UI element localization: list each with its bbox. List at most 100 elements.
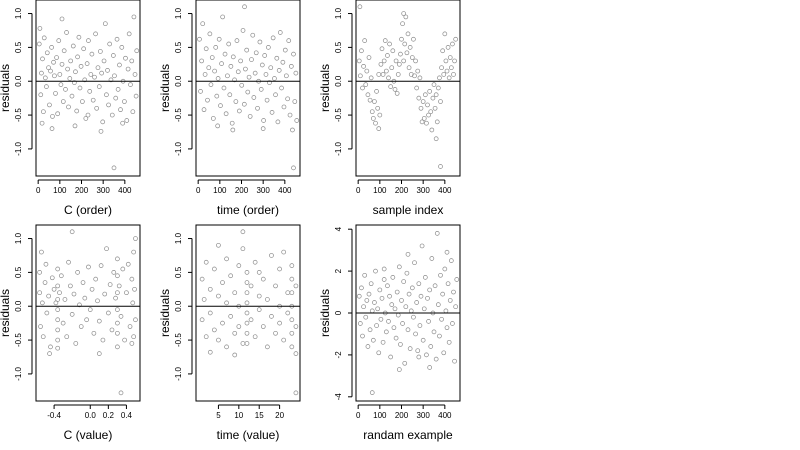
- data-point: [387, 293, 392, 299]
- data-point: [71, 80, 77, 85]
- data-point: [57, 72, 63, 77]
- data-point: [286, 38, 292, 43]
- data-point: [289, 330, 295, 336]
- data-point: [293, 324, 299, 329]
- data-point: [390, 48, 396, 54]
- data-point: [238, 58, 243, 64]
- data-point: [244, 47, 250, 53]
- data-point: [222, 51, 228, 57]
- data-point: [364, 298, 370, 303]
- data-point: [62, 297, 68, 302]
- x-axis-title: randam example: [363, 428, 453, 442]
- data-point: [118, 107, 123, 113]
- data-point: [445, 45, 451, 50]
- data-point: [433, 92, 439, 98]
- data-point: [405, 327, 411, 333]
- data-point: [44, 50, 50, 56]
- data-point: [411, 314, 416, 320]
- data-point: [221, 85, 227, 91]
- y-tick-label: -2: [334, 351, 343, 359]
- plot-frame: [35, 224, 141, 402]
- data-point: [409, 55, 415, 60]
- data-point: [232, 352, 238, 358]
- data-point: [270, 35, 276, 41]
- data-point: [399, 298, 404, 303]
- y-tick-label: -0.5: [14, 333, 23, 347]
- data-point: [385, 283, 390, 289]
- data-point: [241, 101, 247, 107]
- data-point: [133, 317, 138, 323]
- data-point: [266, 45, 271, 50]
- x-axis: 0 100 200 300 400: [356, 404, 452, 420]
- data-point: [69, 229, 75, 235]
- data-point: [212, 68, 217, 74]
- data-point: [453, 304, 459, 310]
- x-tick-label: 0.0: [85, 411, 97, 420]
- data-point: [216, 337, 221, 343]
- x-tick-label: 200: [395, 186, 409, 195]
- y-tick-label: 0.5: [14, 266, 23, 278]
- data-point: [375, 105, 381, 111]
- data-point: [226, 41, 232, 47]
- data-point: [87, 89, 93, 94]
- data-point: [363, 82, 369, 87]
- data-point: [268, 65, 274, 71]
- data-point: [55, 345, 61, 351]
- data-point: [38, 92, 44, 98]
- data-point: [289, 276, 295, 282]
- data-point: [357, 321, 363, 326]
- data-point: [252, 259, 258, 265]
- data-point: [212, 266, 217, 272]
- data-point: [107, 282, 113, 287]
- y-axis: -1.0 -0.5 0.0 0.5 1.0: [174, 7, 193, 156]
- data-point: [451, 72, 456, 77]
- x-axis-title: sample index: [373, 203, 444, 217]
- data-point: [240, 229, 246, 235]
- y-tick-label: 0.0: [174, 300, 183, 312]
- data-point: [37, 26, 43, 31]
- x-axis-title: time (value): [217, 428, 280, 442]
- data-point: [131, 249, 137, 255]
- x-tick-label: 100: [53, 186, 67, 195]
- data-point: [429, 127, 435, 133]
- x-axis-title: C (value): [64, 428, 113, 442]
- data-point: [47, 102, 52, 108]
- x-tick-label: 400: [438, 411, 452, 420]
- data-point: [126, 31, 132, 37]
- data-point: [129, 276, 135, 282]
- data-point: [244, 280, 250, 285]
- data-point: [40, 56, 45, 62]
- data-point: [359, 48, 364, 54]
- data-point: [282, 47, 288, 53]
- data-point: [85, 112, 91, 118]
- data-point: [230, 54, 236, 60]
- data-point: [124, 290, 129, 296]
- data-point: [229, 120, 235, 126]
- data-point: [452, 358, 457, 364]
- data-point: [207, 349, 213, 355]
- data-point: [366, 291, 372, 297]
- data-point: [232, 290, 238, 296]
- data-point: [260, 276, 266, 282]
- data-point: [289, 317, 295, 323]
- data-point: [88, 72, 94, 77]
- data-point: [68, 58, 74, 64]
- data-point: [442, 266, 448, 272]
- data-point: [392, 86, 398, 92]
- data-point: [86, 264, 91, 270]
- data-point: [379, 295, 385, 301]
- data-point: [398, 342, 403, 347]
- data-point: [242, 4, 247, 10]
- x-tick-label: 100: [373, 186, 387, 195]
- y-axis-title: residuals: [0, 289, 12, 337]
- data-point: [248, 317, 254, 323]
- data-point: [65, 66, 70, 72]
- data-point: [203, 46, 209, 52]
- data-point: [407, 45, 413, 50]
- data-point: [48, 344, 53, 350]
- data-point: [109, 112, 115, 118]
- data-point: [115, 330, 120, 336]
- data-point: [49, 275, 55, 281]
- data-point: [80, 99, 85, 104]
